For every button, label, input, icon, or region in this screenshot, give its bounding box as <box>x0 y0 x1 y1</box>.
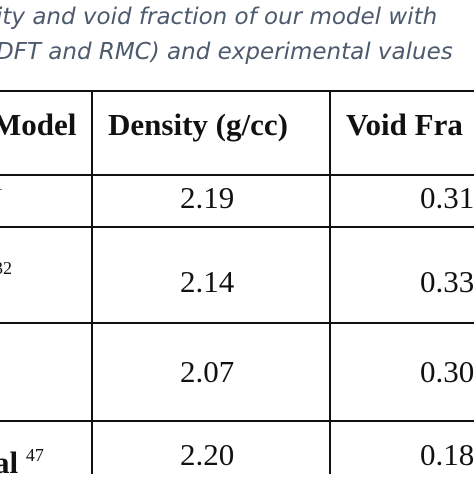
density-cell: 2.14 <box>180 264 235 299</box>
model-cell: 32 <box>0 248 12 288</box>
col-border <box>329 90 331 474</box>
caption-line: DFT and RMC) and experimental values <box>0 39 453 65</box>
reference: 32 <box>0 258 12 278</box>
row-border <box>0 226 474 228</box>
void-fraction-cell: 0.33 <box>420 264 474 299</box>
col-border <box>91 90 93 474</box>
header-cell: Model <box>0 107 77 142</box>
density-cell: 2.07 <box>180 354 235 389</box>
model-cell: al 47 <box>0 435 44 480</box>
row-border <box>0 174 474 176</box>
row-border <box>0 90 474 92</box>
header-cell: Void Fra <box>346 107 463 142</box>
model-cell: 1 <box>0 164 3 204</box>
model-label: al <box>0 445 19 480</box>
row-border <box>0 420 474 422</box>
density-cell: 2.19 <box>180 180 235 215</box>
caption-line: ity and void fraction of our model with <box>0 4 438 30</box>
header-cell: Density (g/cc) <box>108 107 288 142</box>
void-fraction-cell: 0.30 <box>420 354 474 389</box>
void-fraction-cell: 0.18 <box>420 437 474 472</box>
reference: 1 <box>0 174 3 194</box>
void-fraction-cell: 0.31 <box>420 180 474 215</box>
density-cell: 2.20 <box>180 437 235 472</box>
row-border <box>0 322 474 324</box>
reference: 47 <box>25 445 44 465</box>
